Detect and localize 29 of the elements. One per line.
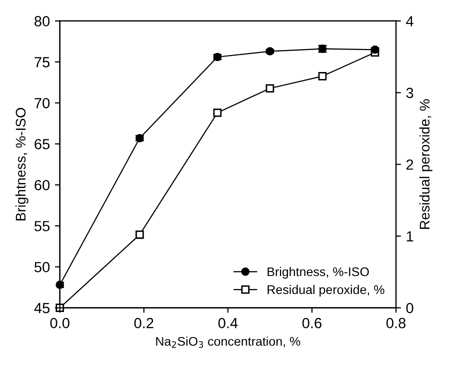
y-tick-label: 80: [34, 16, 50, 26]
y-tick-label: 70: [34, 98, 50, 108]
y2-tick-label: 3: [406, 88, 414, 98]
y-tick-label: 50: [34, 262, 50, 272]
y-tick-label: 55: [34, 221, 50, 232]
x-tick-label: 0.2: [134, 318, 154, 328]
y2-tick-label: 1: [406, 231, 414, 242]
point: [370, 45, 380, 54]
point: [213, 108, 222, 117]
y-axis-title: Brightness, %-ISO: [15, 108, 28, 220]
point: [318, 72, 327, 80]
y-tick-label: 45: [34, 303, 50, 314]
point: [56, 280, 64, 290]
x-tick-label: 0.8: [386, 318, 406, 328]
y-tick-label: 65: [34, 138, 50, 150]
x-tick-label: 0.6: [302, 318, 322, 328]
y2-axis-title: Residual peroxide, %: [419, 99, 432, 229]
legend-label: Brightness, %-ISO: [268, 266, 369, 279]
y-tick-label: 60: [34, 180, 50, 190]
point: [266, 84, 274, 93]
y-tick-label: 75: [34, 57, 50, 68]
x-tick-label: 0.0: [50, 318, 70, 328]
x-tick-label: 0.4: [218, 318, 238, 328]
y2-tick-label: 2: [406, 159, 414, 170]
y2-tick-label: 0: [406, 302, 414, 314]
legend-label: Residual peroxide, %: [268, 284, 384, 297]
y2-tick-label: 4: [406, 16, 414, 26]
x-axis-title: Na$_{2}$SiO$_{3}$ concentration, %: [156, 336, 300, 348]
point: [136, 230, 144, 239]
